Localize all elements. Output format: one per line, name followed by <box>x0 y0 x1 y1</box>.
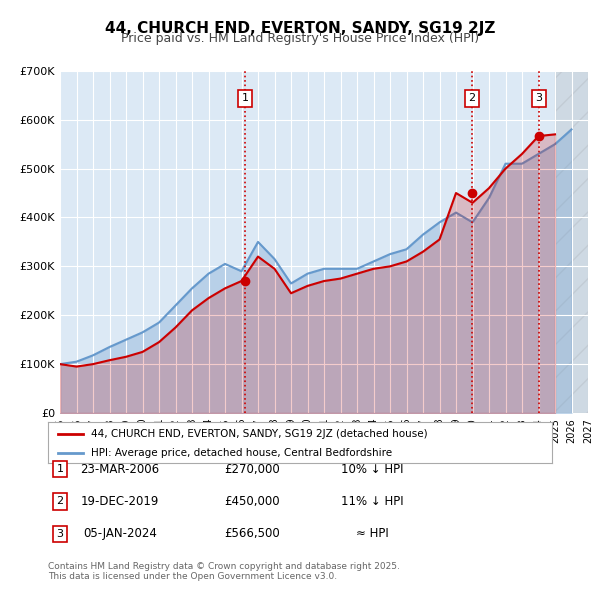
Text: £450,000: £450,000 <box>224 495 280 508</box>
Text: 10% ↓ HPI: 10% ↓ HPI <box>341 463 403 476</box>
Text: 11% ↓ HPI: 11% ↓ HPI <box>341 495 403 508</box>
Text: 3: 3 <box>56 529 64 539</box>
Bar <box>555 71 588 413</box>
Text: 3: 3 <box>535 93 542 103</box>
Text: 1: 1 <box>56 464 64 474</box>
Text: 2: 2 <box>56 497 64 506</box>
Text: Price paid vs. HM Land Registry's House Price Index (HPI): Price paid vs. HM Land Registry's House … <box>121 32 479 45</box>
Text: £270,000: £270,000 <box>224 463 280 476</box>
Text: 1: 1 <box>242 93 249 103</box>
Text: 2: 2 <box>469 93 476 103</box>
Text: 19-DEC-2019: 19-DEC-2019 <box>81 495 159 508</box>
Text: Contains HM Land Registry data © Crown copyright and database right 2025.
This d: Contains HM Land Registry data © Crown c… <box>48 562 400 581</box>
Text: 44, CHURCH END, EVERTON, SANDY, SG19 2JZ (detached house): 44, CHURCH END, EVERTON, SANDY, SG19 2JZ… <box>91 430 427 439</box>
Text: £566,500: £566,500 <box>224 527 280 540</box>
Text: 23-MAR-2006: 23-MAR-2006 <box>80 463 160 476</box>
Text: 05-JAN-2024: 05-JAN-2024 <box>83 527 157 540</box>
Text: ≈ HPI: ≈ HPI <box>356 527 388 540</box>
Text: HPI: Average price, detached house, Central Bedfordshire: HPI: Average price, detached house, Cent… <box>91 448 392 458</box>
Text: 44, CHURCH END, EVERTON, SANDY, SG19 2JZ: 44, CHURCH END, EVERTON, SANDY, SG19 2JZ <box>105 21 495 35</box>
